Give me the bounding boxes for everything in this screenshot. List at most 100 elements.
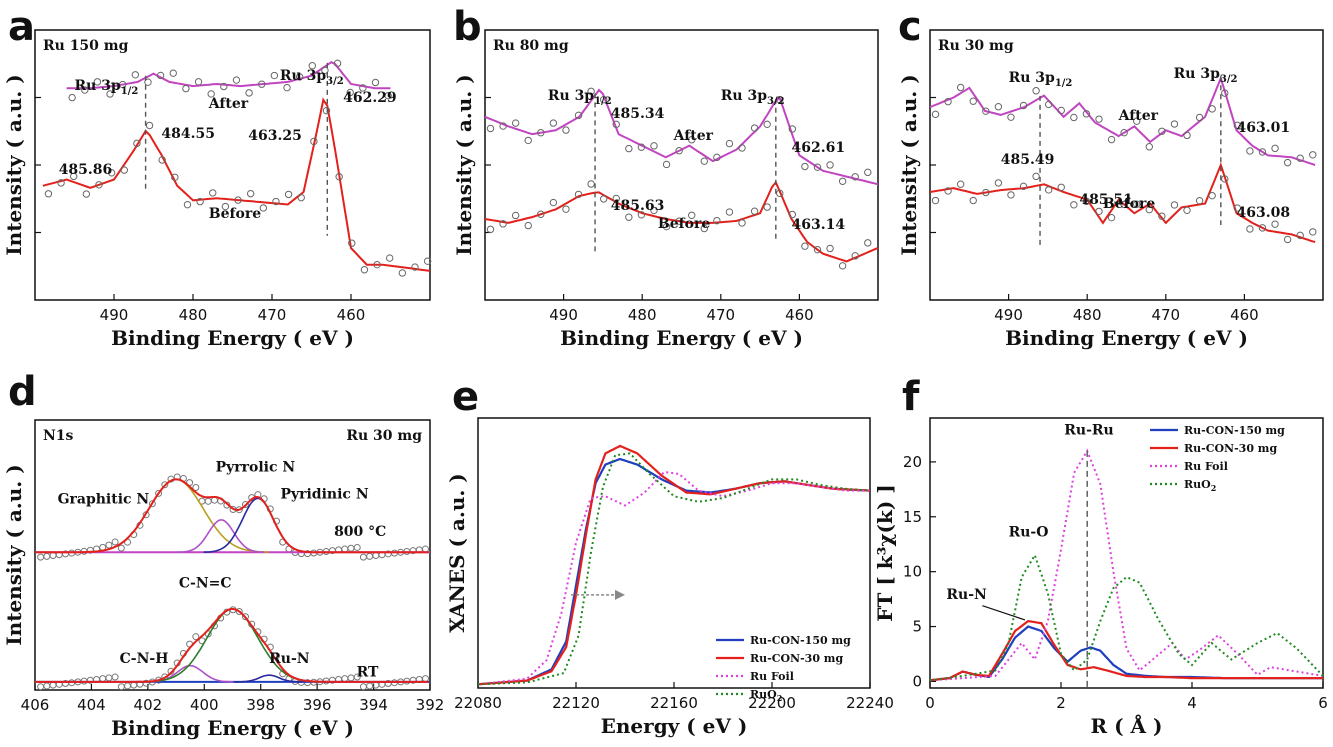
panel-title: Ru 30 mg [938, 38, 1014, 54]
data-point [37, 683, 45, 691]
value-before-p1: 485.63 [611, 198, 665, 214]
data-point [148, 500, 156, 508]
x-tick-label: 470 [1151, 306, 1180, 324]
data-point [1283, 235, 1292, 244]
legend-label: RuO2 [750, 688, 782, 703]
data-point [341, 545, 349, 553]
data-point [499, 122, 507, 130]
data-point [310, 137, 318, 146]
data-point [232, 76, 241, 84]
data-point [688, 135, 696, 144]
value-before-p2: 463.08 [1237, 205, 1291, 221]
data-point [944, 97, 952, 106]
panel-letter: f [902, 374, 920, 420]
data-point [353, 673, 361, 681]
data-point [95, 181, 103, 189]
data-point [220, 82, 228, 91]
data-point [499, 220, 507, 228]
data-point [359, 683, 367, 691]
label-ru-ru: Ru-Ru [1064, 422, 1113, 438]
data-point [599, 95, 608, 104]
shift-arrow-head [615, 589, 625, 600]
data-point [1296, 231, 1304, 240]
x-tick-label: 460 [1230, 306, 1259, 324]
data-point [37, 553, 45, 561]
data-point [851, 252, 859, 260]
data-point [182, 84, 190, 93]
series-line-before [484, 180, 879, 263]
data-point [688, 211, 696, 219]
data-point [511, 211, 520, 220]
x-tick-label: 406 [21, 696, 50, 714]
data-point [788, 125, 797, 133]
peak-label-3p12: Ru 3p1/2 [548, 88, 612, 107]
x-tick-label: 22080 [454, 694, 502, 712]
data-point [245, 89, 253, 97]
data-point [1195, 196, 1204, 205]
data-point [537, 210, 545, 218]
x-tick-label: 396 [303, 696, 332, 714]
data-point [167, 667, 175, 675]
x-tick-label: 2 [1056, 694, 1066, 712]
panel-title: N1s [43, 428, 74, 444]
value-before-p2: 463.14 [792, 217, 846, 233]
data-point [1309, 151, 1317, 159]
series-line-before [42, 97, 431, 272]
label-after: After [1118, 108, 1159, 124]
data-point [44, 190, 53, 198]
data-point [838, 177, 847, 185]
data-point [574, 190, 583, 199]
data-point [196, 197, 204, 206]
value-before-p1: 485.86 [59, 162, 113, 178]
ru-n-pointer [982, 605, 1026, 621]
peak-label-3p32: Ru 3p3/2 [721, 88, 785, 107]
data-point [346, 88, 354, 97]
data-point [1120, 200, 1128, 209]
data-point [763, 120, 771, 129]
data-point [384, 92, 392, 100]
data-point [1309, 228, 1317, 236]
data-point [258, 80, 266, 88]
data-point [341, 675, 349, 683]
data-point [93, 78, 102, 86]
data-point [1233, 204, 1242, 212]
x-tick-label: 22160 [650, 694, 698, 712]
series-line-ruo2 [477, 452, 871, 686]
data-point [713, 216, 721, 225]
value-before-p1: 485.51 [1079, 192, 1133, 208]
panel-letter: a [8, 4, 35, 50]
component-c-n-c [143, 608, 320, 683]
y-tick-label: 5 [912, 618, 922, 636]
legend-label: RuO2 [1184, 478, 1216, 493]
x-tick-label: 490 [994, 306, 1023, 324]
series-line-ru-con-150-mg [929, 625, 1323, 682]
x-tick-label: 404 [77, 696, 106, 714]
data-point [1271, 220, 1279, 228]
data-point [838, 262, 847, 270]
data-point [1158, 127, 1166, 135]
plot-frame [929, 417, 1324, 689]
x-tick-label: 402 [134, 696, 163, 714]
data-point [931, 196, 940, 205]
data-point [1195, 113, 1204, 122]
data-point [562, 205, 570, 213]
data-point [107, 169, 116, 177]
legend-label: Ru-CON-150 mg [1184, 424, 1285, 437]
peak-label-3p32: Ru 3p3/2 [280, 68, 344, 87]
data-point [713, 153, 721, 162]
data-point [155, 489, 163, 497]
x-tick-label: 460 [785, 306, 814, 324]
data-point [1095, 115, 1103, 123]
x-tick-label: 490 [549, 306, 578, 324]
x-tick-label: 480 [628, 306, 657, 324]
data-point [1044, 100, 1053, 109]
label-pyridinic-n: Pyridinic N [280, 486, 368, 502]
data-point [1032, 172, 1040, 181]
panel-b: b Ru 80 mg 490 480 470 460 Binding Energy ( eV… [452, 4, 879, 350]
x-axis-title: Binding Energy ( eV ) [560, 326, 803, 350]
value-after-p2: 462.61 [792, 140, 846, 156]
data-point [1246, 225, 1254, 233]
value-after-p1: 485.34 [611, 106, 665, 122]
x-tick-label: 398 [246, 696, 275, 714]
x-axis-title: Energy ( eV ) [601, 714, 748, 738]
